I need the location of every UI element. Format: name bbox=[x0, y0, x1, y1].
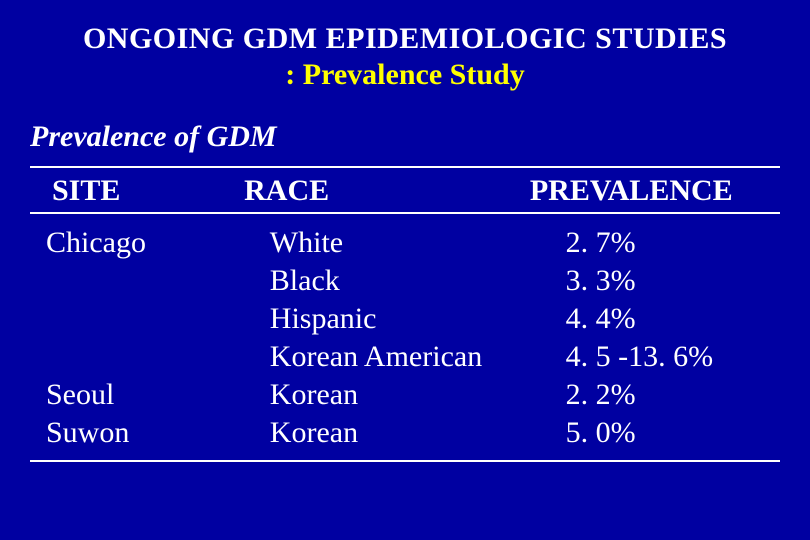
table-body: Chicago Seoul Suwon White Black Hispanic… bbox=[28, 214, 782, 460]
table-header: SITE RACE PREVALENCE bbox=[28, 168, 782, 212]
site-cell bbox=[46, 262, 240, 300]
prevalence-column: 2. 7% 3. 3% 4. 4% 4. 5 -13. 6% 2. 2% 5. … bbox=[526, 224, 782, 452]
site-cell bbox=[46, 338, 240, 376]
prevalence-cell: 4. 4% bbox=[566, 300, 782, 338]
site-cell bbox=[46, 300, 240, 338]
header-site: SITE bbox=[28, 174, 240, 208]
rule-bottom bbox=[30, 460, 780, 462]
race-cell: Black bbox=[270, 262, 526, 300]
prevalence-cell: 5. 0% bbox=[566, 414, 782, 452]
title-block: ONGOING GDM EPIDEMIOLOGIC STUDIES : Prev… bbox=[28, 22, 782, 92]
site-cell: Chicago bbox=[46, 224, 240, 262]
subheading: Prevalence of GDM bbox=[30, 120, 782, 154]
race-cell: White bbox=[270, 224, 526, 262]
race-cell: Korean bbox=[270, 376, 526, 414]
prevalence-cell: 2. 7% bbox=[566, 224, 782, 262]
prevalence-cell: 4. 5 -13. 6% bbox=[566, 338, 782, 376]
title-line-2: : Prevalence Study bbox=[58, 58, 752, 92]
race-cell: Hispanic bbox=[270, 300, 526, 338]
site-cell: Suwon bbox=[46, 414, 240, 452]
prevalence-cell: 3. 3% bbox=[566, 262, 782, 300]
race-cell: Korean American bbox=[270, 338, 526, 376]
race-cell: Korean bbox=[270, 414, 526, 452]
races-column: White Black Hispanic Korean American Kor… bbox=[240, 224, 526, 452]
site-cell: Seoul bbox=[46, 376, 240, 414]
prevalence-cell: 2. 2% bbox=[566, 376, 782, 414]
header-prevalence: PREVALENCE bbox=[526, 174, 782, 208]
sites-column: Chicago Seoul Suwon bbox=[28, 224, 240, 452]
header-race: RACE bbox=[240, 174, 526, 208]
title-line-1: ONGOING GDM EPIDEMIOLOGIC STUDIES bbox=[58, 22, 752, 56]
